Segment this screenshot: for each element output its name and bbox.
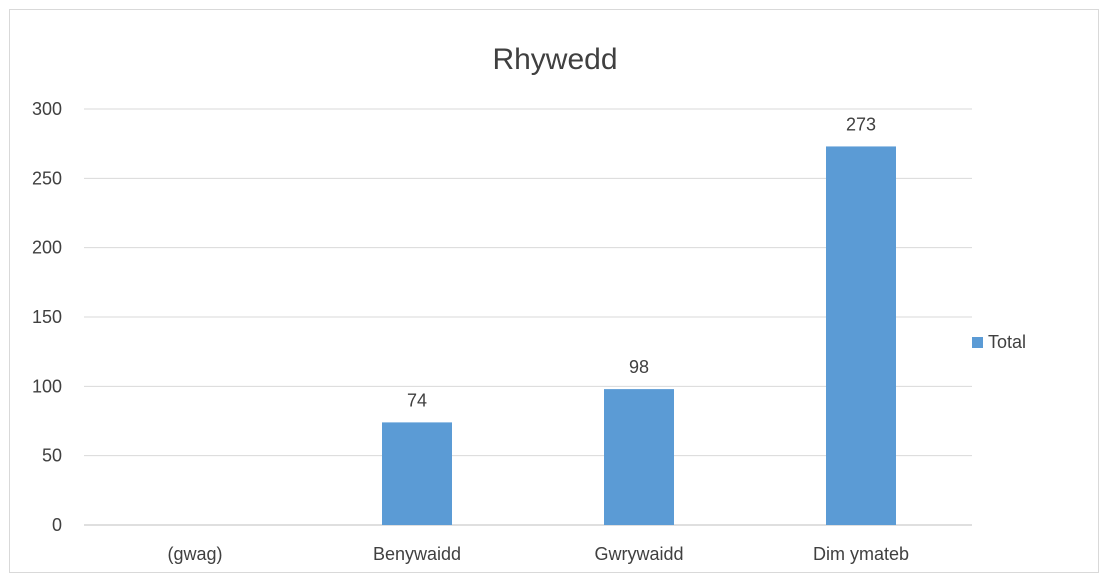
legend: Total <box>972 332 1026 353</box>
x-tick-label: (gwag) <box>167 544 222 564</box>
bar <box>826 146 896 525</box>
bar <box>604 389 674 525</box>
chart-title: Rhywedd <box>492 43 618 76</box>
y-tick-label: 0 <box>52 515 62 535</box>
x-tick-label: Gwrywaidd <box>594 544 683 564</box>
y-tick-label: 300 <box>32 99 62 119</box>
x-tick-label: Dim ymateb <box>813 544 909 564</box>
chart-plot: 0 50 100 150 200 250 300 (gwag) 74 Benywaidd 98 Gwr… <box>32 99 972 564</box>
legend-label: Total <box>988 332 1027 352</box>
legend-swatch <box>972 337 983 348</box>
chart-frame: Rhywedd 0 50 100 150 200 250 300 (gwag) 74 Benywa… <box>9 9 1099 573</box>
y-tick-label: 200 <box>32 238 62 258</box>
x-tick-label: Benywaidd <box>373 544 461 564</box>
y-tick-label: 250 <box>32 168 62 188</box>
bar <box>382 422 452 525</box>
data-label: 98 <box>629 357 649 377</box>
y-tick-label: 100 <box>32 376 62 396</box>
data-label: 273 <box>846 114 876 134</box>
y-tick-label: 150 <box>32 307 62 327</box>
y-tick-label: 50 <box>42 446 62 466</box>
data-label: 74 <box>407 390 427 410</box>
